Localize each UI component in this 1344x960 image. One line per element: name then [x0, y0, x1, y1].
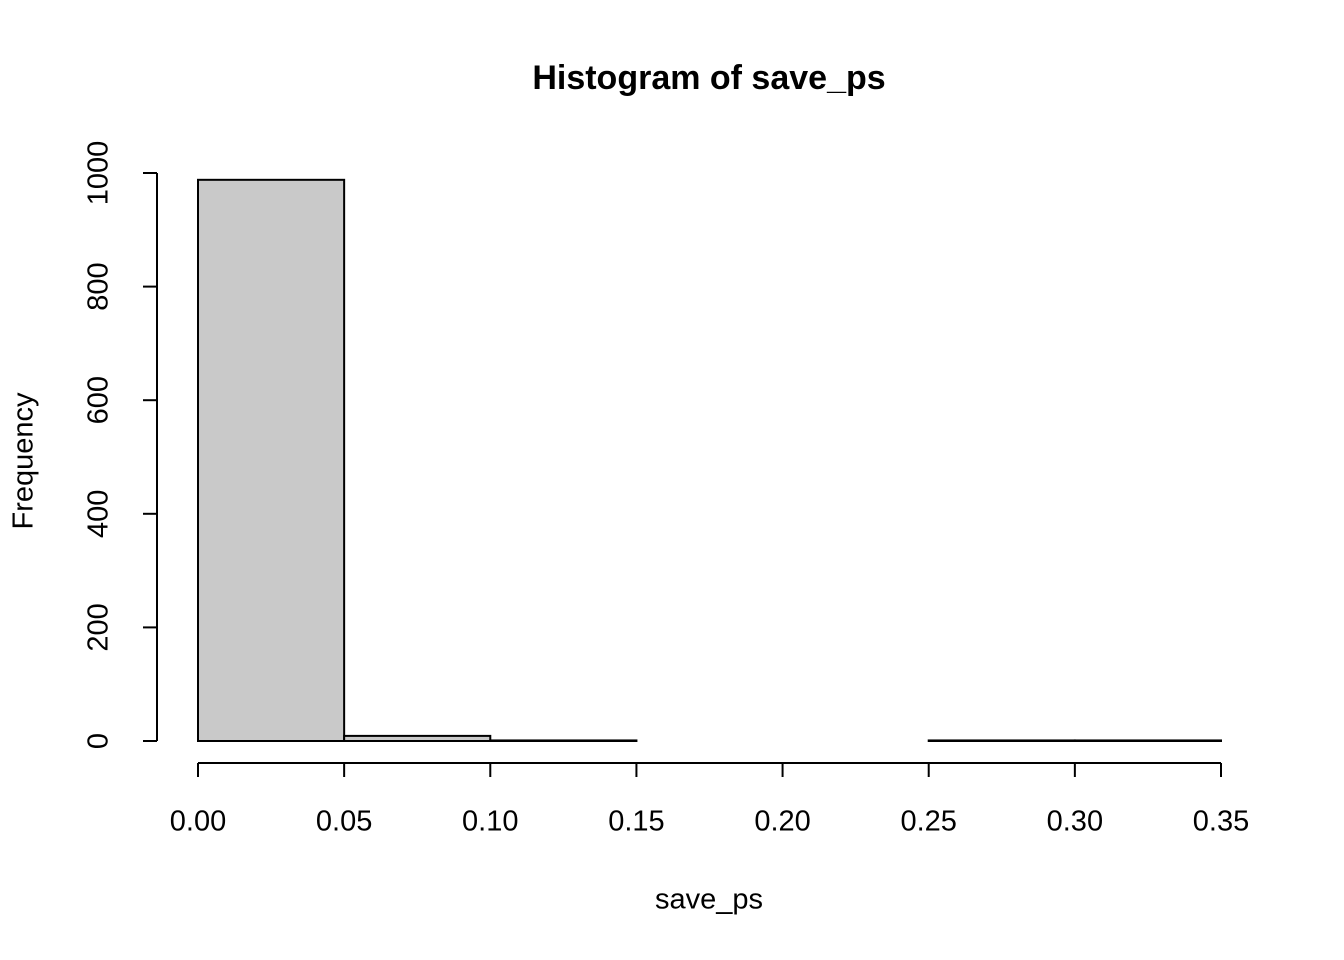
- y-tick-label: 200: [83, 603, 115, 651]
- bar: [1073, 739, 1223, 743]
- chart-title: Histogram of save_ps: [532, 59, 885, 97]
- x-tick-label: 0.00: [170, 806, 226, 838]
- bar: [489, 739, 638, 743]
- bar: [197, 178, 346, 743]
- bar: [927, 739, 1076, 743]
- y-tick-label: 0: [83, 733, 115, 749]
- x-tick-label: 0.15: [608, 806, 664, 838]
- y-tick-label: 800: [83, 262, 115, 310]
- bar: [343, 734, 492, 743]
- x-axis-label: save_ps: [655, 884, 763, 916]
- y-axis-label: Frequency: [8, 392, 40, 530]
- x-tick-label: 0.20: [754, 806, 810, 838]
- y-tick-label: 400: [83, 490, 115, 538]
- x-tick-label: 0.35: [1193, 806, 1249, 838]
- y-tick-label: 1000: [83, 141, 115, 206]
- x-tick-label: 0.05: [316, 806, 372, 838]
- x-tick-label: 0.10: [462, 806, 518, 838]
- x-tick-label: 0.30: [1047, 806, 1103, 838]
- x-tick-label: 0.25: [900, 806, 956, 838]
- y-tick-label: 600: [83, 376, 115, 424]
